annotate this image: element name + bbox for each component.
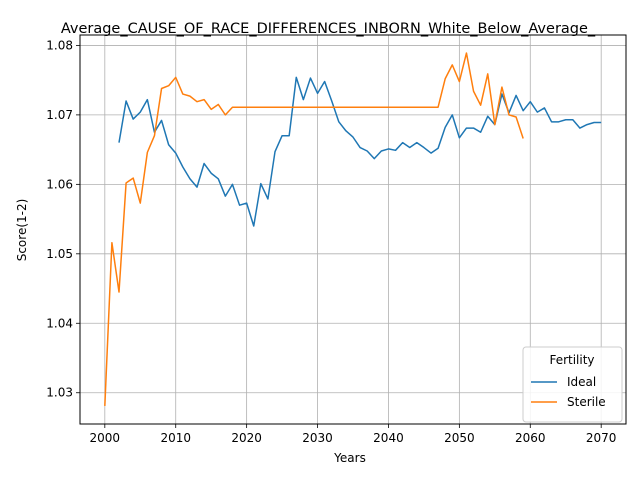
x-tick-label: 2070 bbox=[586, 431, 617, 445]
y-tick-label: 1.05 bbox=[46, 247, 73, 261]
x-tick-label: 2040 bbox=[373, 431, 404, 445]
x-tick-label: 2050 bbox=[444, 431, 475, 445]
x-tick-label: 2020 bbox=[231, 431, 262, 445]
x-tick-label: 2010 bbox=[160, 431, 191, 445]
legend-label-sterile: Sterile bbox=[567, 395, 606, 409]
x-tick-label: 2030 bbox=[302, 431, 333, 445]
y-tick-label: 1.07 bbox=[46, 108, 73, 122]
legend: Fertility Ideal Sterile bbox=[522, 346, 623, 423]
series-line-sterile bbox=[104, 52, 524, 406]
legend-box bbox=[522, 346, 623, 423]
plot-area-frame bbox=[79, 34, 627, 425]
x-axis-label: Years bbox=[333, 451, 366, 465]
chart-title: Average_CAUSE_OF_RACE_DIFFERENCES_INBORN… bbox=[61, 21, 596, 37]
y-tick-label: 1.03 bbox=[46, 386, 73, 400]
legend-label-ideal: Ideal bbox=[567, 375, 596, 389]
x-tick-label: 2000 bbox=[90, 431, 121, 445]
legend-title: Fertility bbox=[549, 353, 594, 367]
y-tick-label: 1.06 bbox=[46, 177, 73, 191]
y-axis-ticks: 1.03 1.04 1.05 1.06 1.07 1.08 bbox=[46, 38, 80, 400]
x-tick-label: 2060 bbox=[515, 431, 546, 445]
series-lines bbox=[104, 52, 602, 406]
x-axis-ticks: 2000 2010 2020 2030 2040 2050 2060 2070 bbox=[90, 424, 617, 445]
y-axis-label: Score(1-2) bbox=[15, 199, 29, 262]
y-tick-label: 1.04 bbox=[46, 316, 73, 330]
grid-lines bbox=[80, 35, 626, 424]
series-line-ideal bbox=[118, 76, 602, 227]
y-tick-label: 1.08 bbox=[46, 38, 73, 52]
